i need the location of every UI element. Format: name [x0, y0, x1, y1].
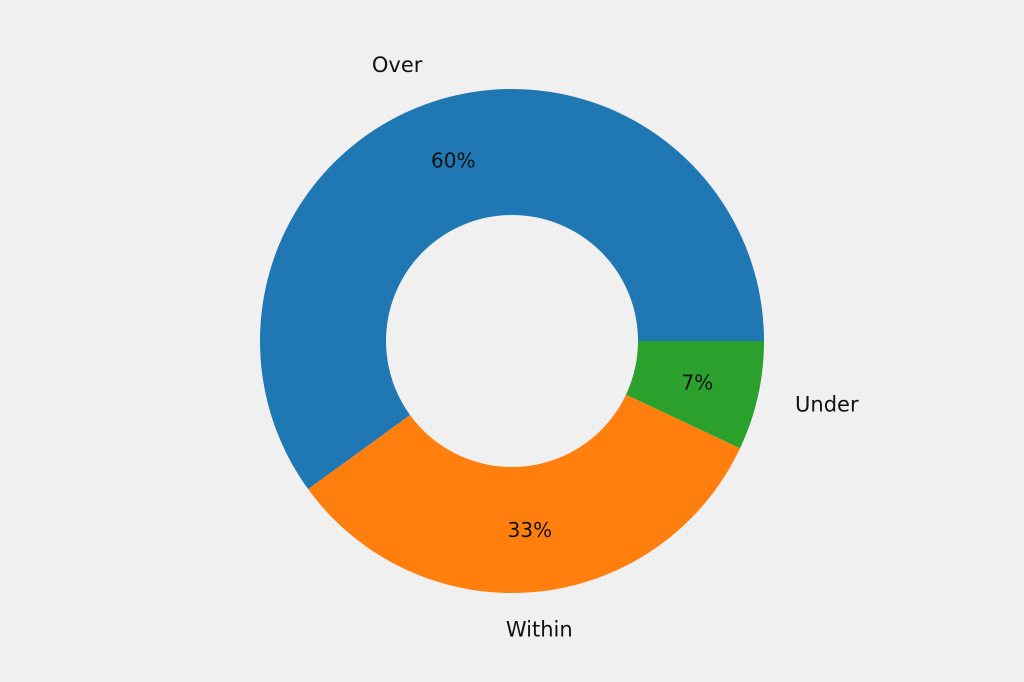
category-label-within: Within: [506, 618, 573, 642]
category-label-under: Under: [795, 392, 859, 416]
slice-within: [308, 341, 741, 593]
category-label-over: Over: [372, 53, 423, 77]
value-label-within: 33%: [508, 518, 552, 542]
labels-group: 60% Over 33% Within 7% Under: [372, 53, 859, 642]
value-label-over: 60%: [431, 148, 475, 172]
value-label-under: 7%: [682, 370, 714, 394]
donut-hole: [386, 215, 638, 467]
